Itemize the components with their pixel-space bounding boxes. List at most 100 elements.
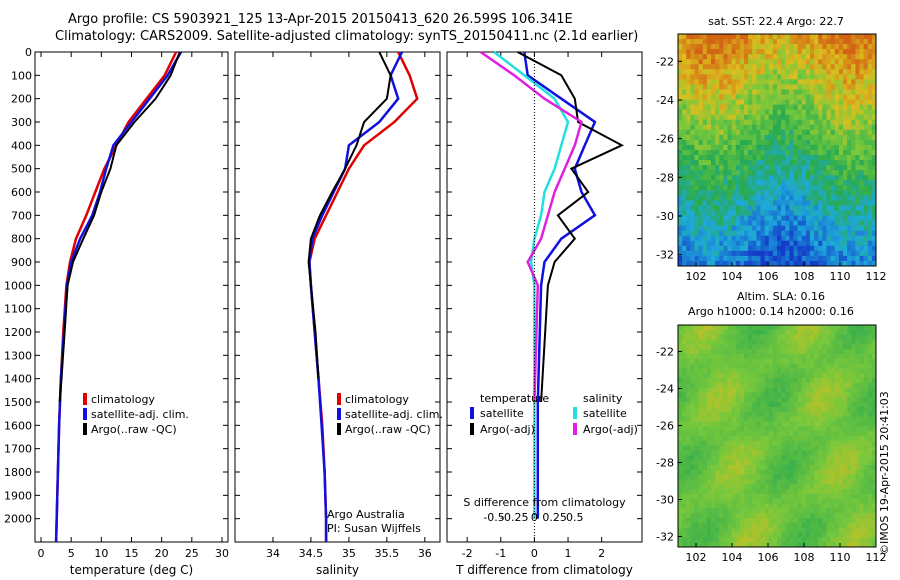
- map4-cell: [756, 144, 762, 151]
- map4-cell: [801, 44, 807, 50]
- map5-cell: [797, 407, 803, 413]
- map5-cell: [781, 474, 786, 480]
- map4-cell: [838, 59, 844, 65]
- map4-cell: [859, 94, 865, 101]
- map5-cell: [838, 411, 844, 418]
- map5-cell: [797, 532, 803, 538]
- map4-cell: [686, 250, 691, 257]
- map5-cell: [690, 373, 696, 379]
- map4-cell: [686, 54, 691, 60]
- map4-cell: [768, 109, 774, 116]
- map4-cell: [748, 119, 753, 126]
- map4-cell: [727, 245, 733, 252]
- map5-cell: [843, 537, 848, 543]
- map4-cell: [735, 144, 741, 151]
- map4-cell: [711, 54, 716, 60]
- map4-cell: [682, 205, 687, 212]
- map4-cell: [744, 150, 749, 156]
- map4-cell: [752, 139, 757, 146]
- map4-cell: [805, 205, 811, 212]
- map5-cell: [855, 358, 861, 365]
- map5-cell: [768, 436, 774, 442]
- map5-cell: [748, 387, 753, 394]
- map4-cell: [715, 69, 720, 75]
- map5-cell: [690, 474, 696, 480]
- map4-cell: [702, 260, 708, 267]
- map4-cell: [694, 74, 700, 80]
- map5-cell: [715, 353, 720, 360]
- map4-cell: [723, 39, 729, 45]
- map4-cell: [702, 230, 708, 237]
- map5-cell: [785, 411, 790, 418]
- map4-cell: [706, 215, 712, 222]
- map4-cell: [863, 104, 869, 111]
- map4-cell: [715, 175, 720, 181]
- map5-cell: [756, 344, 762, 350]
- map4-cell: [867, 49, 873, 55]
- map5-cell: [830, 373, 836, 379]
- map5-cell: [735, 373, 741, 379]
- map4-cell: [698, 84, 704, 90]
- map5-cell: [715, 363, 720, 369]
- map5-cell: [797, 445, 803, 451]
- map4-cell: [735, 160, 741, 166]
- map4-cell: [801, 74, 807, 80]
- map5-cell: [678, 387, 683, 394]
- panel3-series-line: [493, 51, 570, 519]
- map5-cell: [735, 387, 741, 394]
- map5-cell: [686, 334, 691, 340]
- map4-cell: [678, 220, 683, 227]
- map4-cell: [752, 49, 757, 55]
- map5-cell: [843, 421, 848, 427]
- map5-cell: [690, 503, 696, 509]
- map4-cell: [719, 69, 724, 75]
- map5-cell: [789, 532, 795, 538]
- map5-cell: [814, 508, 819, 514]
- map5-cell: [702, 440, 708, 447]
- map4-xtick-label: 112: [866, 270, 887, 283]
- map5-cell: [739, 329, 745, 336]
- map5-cell: [826, 450, 832, 456]
- map4-cell: [723, 155, 729, 161]
- map4-cell: [731, 220, 737, 227]
- map5-cell: [793, 407, 799, 413]
- map4-cell: [826, 129, 832, 136]
- panel3-legend-swatch: [470, 407, 474, 419]
- map4-cell: [851, 104, 856, 111]
- map4-cell: [727, 54, 733, 60]
- map4-cell: [731, 255, 737, 262]
- map4-cell: [727, 240, 733, 247]
- panel2-legend-swatch: [337, 393, 341, 405]
- map4-cell: [772, 69, 778, 75]
- map5-cell: [859, 416, 865, 423]
- map5-cell: [739, 460, 745, 466]
- map4-cell: [855, 124, 861, 131]
- map4-cell: [814, 104, 819, 111]
- map5-cell: [834, 493, 840, 500]
- map5-cell: [810, 436, 815, 442]
- map5-cell: [760, 460, 766, 466]
- map4-cell: [859, 160, 865, 166]
- map5-cell: [785, 358, 790, 365]
- map4-cell: [711, 240, 716, 247]
- map5-cell: [706, 339, 712, 345]
- map5-cell: [760, 339, 766, 345]
- map4-cell: [810, 160, 815, 166]
- map5-cell: [731, 489, 737, 495]
- map4-cell: [859, 129, 865, 136]
- map4-cell: [772, 155, 778, 161]
- map5-cell: [682, 493, 687, 500]
- map5-cell: [715, 392, 720, 398]
- map4-cell: [843, 185, 848, 191]
- map5-cell: [764, 334, 770, 340]
- map5-cell: [838, 436, 844, 442]
- map5-cell: [843, 498, 848, 505]
- map4-cell: [682, 94, 687, 101]
- map4-cell: [777, 225, 782, 232]
- map5-cell: [698, 503, 704, 509]
- map5-cell: [847, 508, 852, 514]
- map5-cell: [814, 542, 819, 548]
- map4-cell: [764, 104, 770, 111]
- map4-cell: [764, 134, 770, 141]
- map4-cell: [851, 185, 856, 191]
